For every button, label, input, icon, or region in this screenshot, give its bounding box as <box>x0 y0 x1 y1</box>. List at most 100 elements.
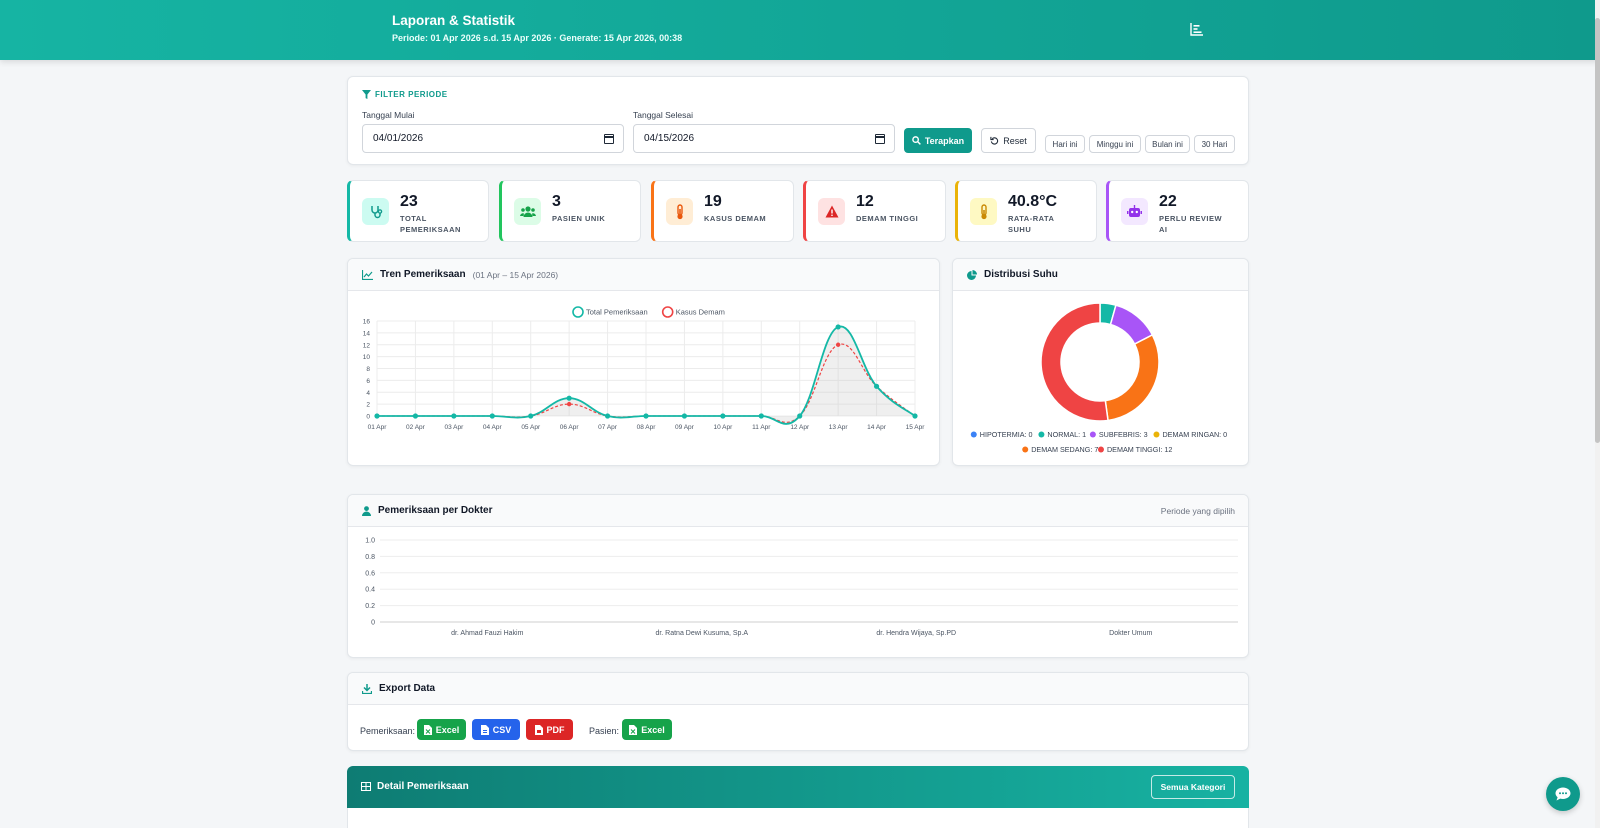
x-tick-label: 03 Apr <box>444 424 464 431</box>
x-tick-label: 13 Apr <box>829 424 849 431</box>
file-pdf-icon <box>534 724 543 735</box>
stat-label: TOTAL PEMERIKSAAN <box>400 214 461 234</box>
export-title: Export Data <box>379 683 436 694</box>
calendar-icon[interactable] <box>604 134 614 144</box>
legend-marker <box>1038 431 1045 438</box>
stat-label: PASIEN UNIK <box>552 214 606 223</box>
stat-card-total-pemeriksaan: 23 TOTAL PEMERIKSAAN <box>347 180 489 242</box>
x-tick-label: 11 Apr <box>752 424 771 431</box>
data-point-total-pemeriksaan <box>681 413 688 419</box>
stat-card-pasien-unik: 3 PASIEN UNIK <box>499 180 641 242</box>
legend-label: HIPOTERMIA: 0 <box>980 430 1033 439</box>
y-tick-label: 0 <box>371 620 375 627</box>
export-csv-label: CSV <box>492 724 512 735</box>
x-tick-label: 04 Apr <box>483 424 503 431</box>
doctor-chart-period-label: Periode yang dipilih <box>1160 506 1235 516</box>
data-point-total-pemeriksaan <box>528 413 534 419</box>
robot-icon <box>1121 198 1148 225</box>
trend-chart-card: Tren Pemeriksaan (01 Apr – 15 Apr 2026) … <box>347 258 940 466</box>
y-tick-label: 8 <box>366 366 370 373</box>
export-csv-button[interactable]: CSV <box>472 719 520 740</box>
data-point-total-pemeriksaan <box>374 413 380 419</box>
data-point-total-pemeriksaan <box>720 413 726 419</box>
file-csv-icon <box>480 724 489 735</box>
category-filter-button[interactable]: Semua Kategori <box>1151 775 1235 799</box>
donut-slice-demam-sedang <box>1104 333 1160 422</box>
y-tick-label: 2 <box>366 402 370 409</box>
doctor-chart-title: Pemeriksaan per Dokter <box>378 505 493 516</box>
end-date-input[interactable]: 04/15/2026 <box>633 124 895 153</box>
export-excel-button[interactable]: Excel <box>417 719 466 740</box>
reset-button[interactable]: Reset <box>981 128 1036 153</box>
line-chart-icon <box>362 269 373 280</box>
filter-section-text: FILTER PERIODE <box>375 90 448 99</box>
legend-label: NORMAL: 1 <box>1047 430 1086 439</box>
data-point-total-pemeriksaan <box>412 413 419 419</box>
doctor-chart-header: Pemeriksaan per Dokter Periode yang dipi… <box>348 495 1248 527</box>
detail-table-body <box>347 808 1249 828</box>
data-point-total-pemeriksaan <box>758 413 764 419</box>
x-tick-label: 02 Apr <box>406 424 426 431</box>
y-tick-label: 0.4 <box>365 587 375 594</box>
stat-value: 3 <box>552 193 561 210</box>
x-tick-label: dr. Ahmad Fauzi Hakim <box>451 630 524 637</box>
scrollbar-thumb[interactable] <box>1595 18 1600 443</box>
y-tick-label: 0.6 <box>365 570 375 577</box>
x-tick-label: 07 Apr <box>598 424 618 431</box>
chart-menu-icon[interactable] <box>1189 21 1205 37</box>
export-pasien-excel-label: Excel <box>641 724 665 735</box>
stat-card-perlu-review-ai: 22 PERLU REVIEW AI <box>1106 180 1249 242</box>
x-tick-label: 08 Apr <box>637 424 657 431</box>
stat-value: 22 <box>1159 193 1177 210</box>
trend-chart-subtitle: (01 Apr – 15 Apr 2026) <box>472 269 559 280</box>
end-date-value: 04/15/2026 <box>644 133 695 144</box>
x-tick-label: 10 Apr <box>713 424 733 431</box>
quick-month-button[interactable]: Bulan ini <box>1145 135 1190 153</box>
legend-marker <box>1153 431 1160 438</box>
funnel-icon <box>362 90 371 99</box>
legend-label: Total Pemeriksaan <box>586 308 648 317</box>
x-tick-label: 15 Apr <box>906 424 926 431</box>
users-icon <box>514 198 541 225</box>
distribution-chart-card: Distribusi Suhu HIPOTERMIA: 0 NORMAL: 1 SU… <box>952 258 1249 466</box>
export-header: Export Data <box>348 673 1248 705</box>
undo-icon <box>990 136 999 145</box>
export-pdf-button[interactable]: PDF <box>526 719 573 740</box>
x-tick-label: Dokter Umum <box>1109 630 1152 637</box>
x-tick-label: 12 Apr <box>790 424 810 431</box>
legend-marker <box>1022 446 1029 453</box>
filter-section-label: FILTER PERIODE <box>362 90 448 99</box>
legend-label: SUBFEBRIS: 3 <box>1099 430 1148 439</box>
quick-30days-button[interactable]: 30 Hari <box>1194 135 1235 153</box>
chat-button[interactable] <box>1546 777 1580 811</box>
stat-label: KASUS DEMAM <box>704 214 767 223</box>
series-line-total-pemeriksaan <box>377 325 916 425</box>
y-tick-label: 0.2 <box>365 603 375 610</box>
data-point-total-pemeriksaan <box>835 324 841 330</box>
warning-icon <box>818 198 845 225</box>
y-tick-label: 6 <box>366 378 370 385</box>
apply-button[interactable]: Terapkan <box>904 128 972 153</box>
export-pemeriksaan-label: Pemeriksaan: <box>360 726 416 736</box>
legend-label: DEMAM RINGAN: 0 <box>1162 430 1227 439</box>
chat-icon <box>1555 787 1571 801</box>
calendar-icon[interactable] <box>875 134 885 144</box>
data-point-kasus-demam <box>835 342 841 347</box>
stat-label: DEMAM TINGGI <box>856 214 919 223</box>
data-point-kasus-demam <box>566 401 572 407</box>
legend-marker <box>1097 446 1104 453</box>
data-point-total-pemeriksaan <box>604 413 611 419</box>
x-tick-label: 06 Apr <box>560 424 580 431</box>
start-date-input[interactable]: 04/01/2026 <box>362 124 624 153</box>
quick-today-button[interactable]: Hari ini <box>1045 135 1085 153</box>
start-date-label: Tanggal Mulai <box>362 110 415 120</box>
export-pasien-excel-button[interactable]: Excel <box>622 719 672 740</box>
pie-chart-icon <box>967 269 977 280</box>
stat-value: 40.8°C <box>1008 193 1058 210</box>
quick-week-button[interactable]: Minggu ini <box>1089 135 1141 153</box>
trend-chart-title: Tren Pemeriksaan <box>380 269 466 280</box>
search-icon <box>911 136 921 145</box>
doctor-icon <box>362 505 371 516</box>
legend-marker <box>970 431 977 438</box>
export-pdf-label: PDF <box>546 724 565 735</box>
